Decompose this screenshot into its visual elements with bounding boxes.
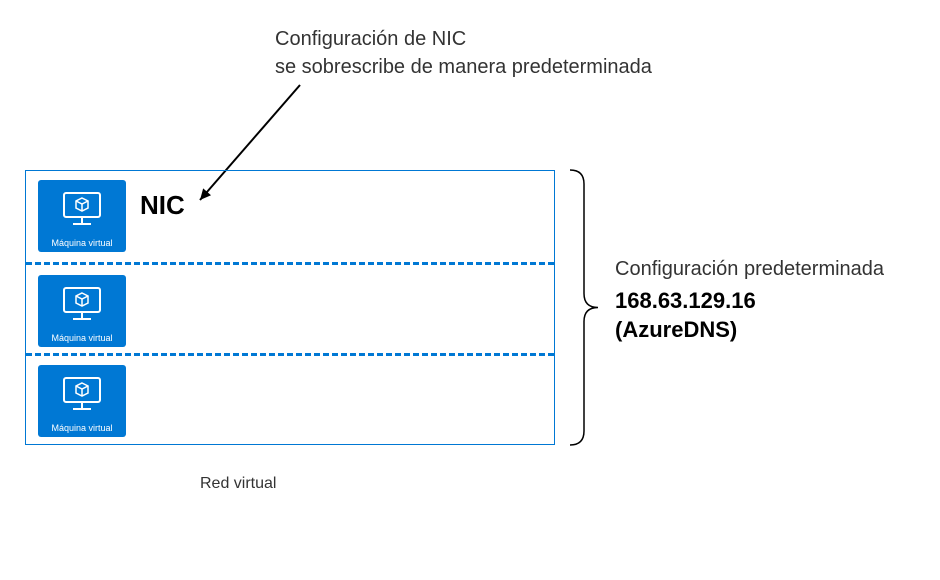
default-config-ip: 168.63.129.16: [615, 287, 884, 316]
default-config-dns: (AzureDNS): [615, 316, 884, 345]
default-config-block: Configuración predeterminada 168.63.129.…: [615, 258, 884, 344]
default-config-title: Configuración predeterminada: [615, 258, 884, 281]
